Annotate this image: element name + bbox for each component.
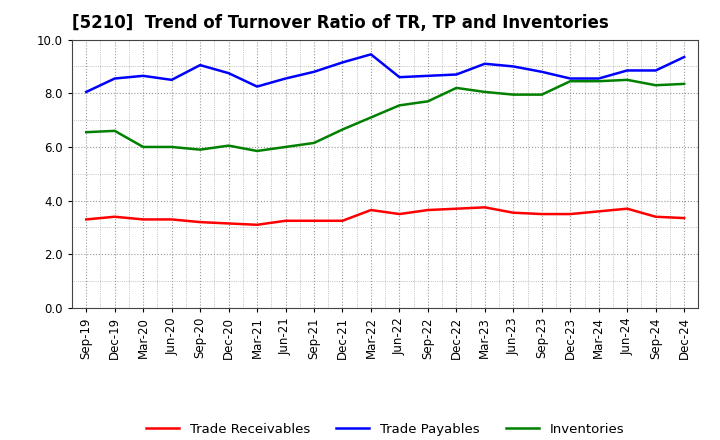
Inventories: [139, 144, 148, 150]
Inventories: [225, 143, 233, 148]
Inventories: [167, 144, 176, 150]
Trade Payables: [310, 69, 318, 74]
Trade Payables: [395, 74, 404, 80]
Trade Payables: [225, 70, 233, 76]
Trade Payables: [623, 68, 631, 73]
Trade Payables: [139, 73, 148, 78]
Inventories: [82, 129, 91, 135]
Trade Receivables: [395, 211, 404, 216]
Trade Receivables: [253, 222, 261, 227]
Trade Payables: [595, 76, 603, 81]
Trade Payables: [110, 76, 119, 81]
Inventories: [282, 144, 290, 150]
Trade Payables: [253, 84, 261, 89]
Trade Receivables: [310, 218, 318, 224]
Inventories: [110, 128, 119, 133]
Trade Payables: [423, 73, 432, 78]
Trade Payables: [652, 68, 660, 73]
Trade Payables: [452, 72, 461, 77]
Trade Payables: [537, 69, 546, 74]
Line: Trade Receivables: Trade Receivables: [86, 207, 684, 225]
Trade Receivables: [652, 214, 660, 220]
Text: [5210]  Trend of Turnover Ratio of TR, TP and Inventories: [5210] Trend of Turnover Ratio of TR, TP…: [72, 15, 608, 33]
Inventories: [366, 115, 375, 120]
Trade Receivables: [282, 218, 290, 224]
Trade Receivables: [623, 206, 631, 211]
Trade Payables: [566, 76, 575, 81]
Trade Payables: [680, 55, 688, 60]
Trade Payables: [167, 77, 176, 82]
Inventories: [566, 79, 575, 84]
Inventories: [452, 85, 461, 91]
Line: Inventories: Inventories: [86, 80, 684, 151]
Inventories: [338, 127, 347, 132]
Inventories: [310, 140, 318, 146]
Trade Receivables: [196, 220, 204, 225]
Trade Payables: [282, 76, 290, 81]
Trade Receivables: [537, 211, 546, 216]
Trade Payables: [480, 61, 489, 66]
Inventories: [395, 103, 404, 108]
Inventories: [680, 81, 688, 87]
Inventories: [537, 92, 546, 97]
Inventories: [423, 99, 432, 104]
Trade Receivables: [423, 207, 432, 213]
Line: Trade Payables: Trade Payables: [86, 55, 684, 92]
Trade Payables: [196, 62, 204, 68]
Trade Payables: [509, 64, 518, 69]
Trade Payables: [338, 60, 347, 65]
Trade Receivables: [452, 206, 461, 211]
Inventories: [652, 83, 660, 88]
Trade Receivables: [595, 209, 603, 214]
Inventories: [509, 92, 518, 97]
Inventories: [480, 89, 489, 95]
Trade Receivables: [509, 210, 518, 215]
Inventories: [253, 148, 261, 154]
Trade Receivables: [139, 217, 148, 222]
Trade Payables: [82, 89, 91, 95]
Trade Receivables: [110, 214, 119, 220]
Trade Receivables: [680, 216, 688, 221]
Trade Receivables: [566, 211, 575, 216]
Inventories: [623, 77, 631, 82]
Trade Receivables: [225, 221, 233, 226]
Trade Receivables: [338, 218, 347, 224]
Inventories: [595, 79, 603, 84]
Trade Receivables: [480, 205, 489, 210]
Legend: Trade Receivables, Trade Payables, Inventories: Trade Receivables, Trade Payables, Inven…: [141, 418, 629, 440]
Trade Payables: [366, 52, 375, 57]
Trade Receivables: [82, 217, 91, 222]
Inventories: [196, 147, 204, 152]
Trade Receivables: [366, 207, 375, 213]
Trade Receivables: [167, 217, 176, 222]
